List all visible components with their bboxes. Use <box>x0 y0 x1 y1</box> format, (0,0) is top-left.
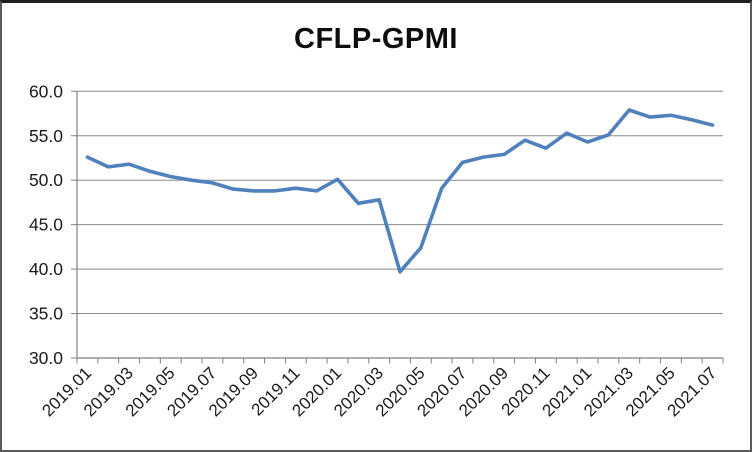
pmi-series-line <box>85 108 715 274</box>
chart-title: CFLP-GPMI <box>294 23 458 55</box>
y-tick-label: 55.0 <box>29 126 63 146</box>
y-tick-label: 35.0 <box>29 304 63 324</box>
y-tick-label: 40.0 <box>29 259 63 279</box>
y-tick-label: 50.0 <box>29 170 63 190</box>
y-tick-label: 30.0 <box>29 348 63 368</box>
y-tick-label: 60.0 <box>29 81 63 101</box>
gpmi-line-chart: 60.055.050.045.040.035.030.02019.012019.… <box>29 81 724 420</box>
y-tick-label: 45.0 <box>29 215 63 235</box>
